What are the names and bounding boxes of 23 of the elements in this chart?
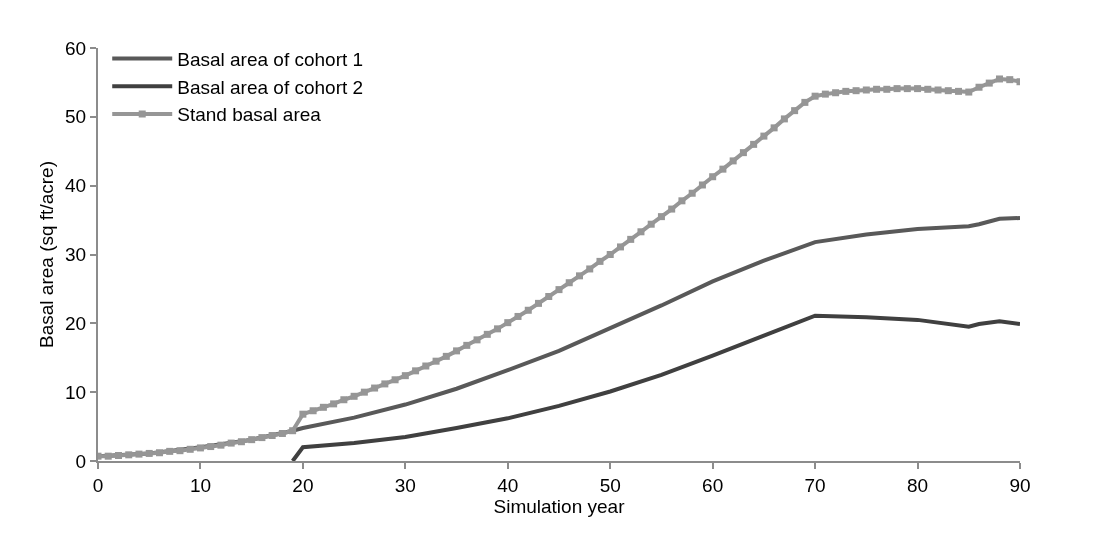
x-tick-label: 90 bbox=[1009, 474, 1031, 496]
x-tick-label: 50 bbox=[599, 474, 621, 496]
x-tick-label: 20 bbox=[292, 474, 314, 496]
y-tick-label: 0 bbox=[75, 450, 87, 472]
y-axis-title: Basal area (sq ft/acre) bbox=[36, 161, 58, 348]
legend-label: Stand basal area bbox=[177, 104, 322, 126]
x-tick-label: 0 bbox=[92, 474, 104, 496]
line-series bbox=[290, 313, 1020, 461]
y-tick-label: 30 bbox=[65, 244, 87, 266]
x-axis-title: Simulation year bbox=[493, 495, 626, 517]
x-tick-label: 30 bbox=[394, 474, 416, 496]
y-tick-label: 40 bbox=[65, 175, 87, 197]
y-tick-label: 50 bbox=[65, 106, 87, 128]
x-tick-label: 60 bbox=[702, 474, 724, 496]
x-tick-label: 70 bbox=[804, 474, 826, 496]
x-tick-label: 10 bbox=[189, 474, 212, 496]
legend-label: Basal area of cohort 2 bbox=[177, 76, 364, 98]
y-tick-label: 20 bbox=[65, 312, 87, 334]
y-tick-label: 10 bbox=[65, 381, 87, 403]
legend-label: Basal area of cohort 1 bbox=[177, 49, 364, 70]
y-tick-label: 60 bbox=[65, 37, 87, 59]
x-tick-label: 40 bbox=[497, 474, 519, 496]
x-tick-label: 80 bbox=[906, 474, 929, 496]
